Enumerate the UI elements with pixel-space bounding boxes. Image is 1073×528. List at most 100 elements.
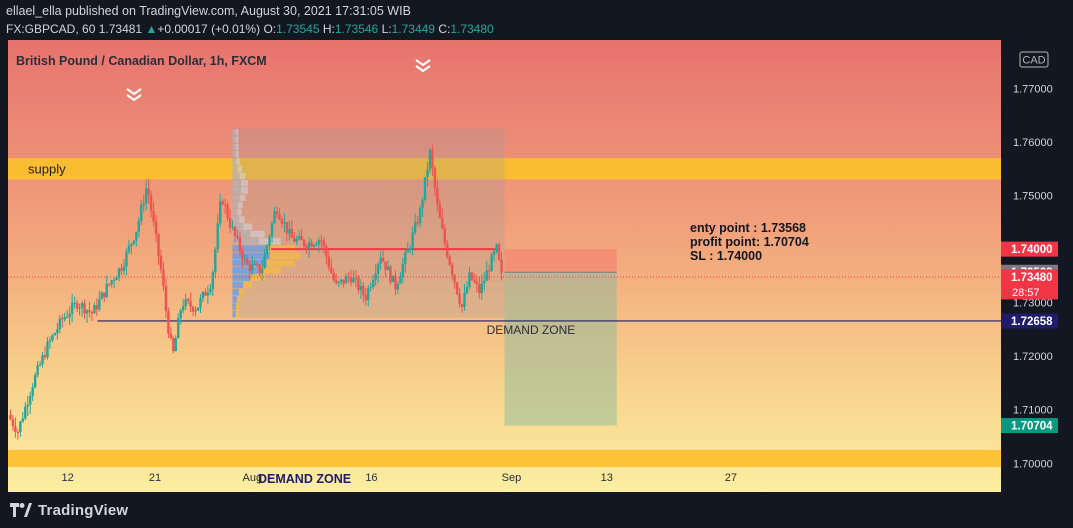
y-tick-label: 1.73000 <box>1013 298 1053 310</box>
candle-body <box>164 286 168 312</box>
up-triangle-icon: ▲ <box>145 22 158 36</box>
volume-profile-bar <box>243 281 253 289</box>
candle-body <box>285 222 289 234</box>
volume-profile-bar <box>232 281 244 289</box>
candle-body <box>251 264 254 271</box>
candle-body <box>307 242 311 249</box>
candle-body <box>344 276 348 284</box>
position-reward-zone <box>504 272 617 426</box>
candle-body <box>475 281 479 284</box>
volume-profile-bar <box>235 136 239 143</box>
candle-body <box>492 251 496 255</box>
volume-profile-bar <box>232 223 244 231</box>
candle-body <box>19 421 22 433</box>
plot-background <box>8 40 1001 492</box>
candle-body <box>379 258 382 264</box>
candle-body <box>339 279 343 282</box>
candle-body <box>174 338 177 352</box>
low-label: L: <box>381 22 392 36</box>
double-chevron-down-icon <box>126 88 142 102</box>
candle-body <box>436 188 439 205</box>
candle-body <box>428 150 432 170</box>
candle-body <box>399 276 402 284</box>
candle-body <box>253 263 256 265</box>
volume-profile-bar <box>232 238 260 245</box>
candle-body <box>194 310 197 312</box>
volume-profile-bar <box>232 136 236 143</box>
candle-body <box>199 298 202 308</box>
candle-body <box>411 232 414 248</box>
candle-body <box>88 310 91 312</box>
candle-body <box>246 258 249 265</box>
volume-profile-bar <box>232 267 260 274</box>
x-tick-label: Sep <box>502 472 522 484</box>
candle-body <box>140 204 143 222</box>
publish-info: ellael_ella published on TradingView.com… <box>6 4 411 18</box>
volume-profile-bar <box>232 179 242 187</box>
candle-body <box>423 177 427 200</box>
volume-profile-bar <box>232 150 236 158</box>
candle-body <box>293 237 296 242</box>
candle-body <box>125 251 128 267</box>
candle-body <box>117 268 121 278</box>
candle-body <box>418 208 422 224</box>
tradingview-brand[interactable]: TradingView <box>10 498 128 522</box>
candle-body <box>100 292 103 300</box>
demand-line-label: DEMAND ZONE <box>487 323 576 337</box>
candle-body <box>394 275 397 290</box>
candle-body <box>90 311 94 314</box>
last-price: 1.73481 <box>98 22 143 36</box>
candle-body <box>364 295 368 301</box>
candle-body <box>201 292 205 299</box>
candle-body <box>446 243 449 257</box>
volume-profile-bar <box>232 216 240 223</box>
candle-body <box>191 306 195 312</box>
demand-line-axis-label <box>1001 313 1058 329</box>
candle-body <box>216 223 219 250</box>
candle-body <box>61 318 64 320</box>
candle-body <box>33 375 37 388</box>
candle-body <box>470 272 474 280</box>
candle-body <box>243 258 247 260</box>
candle-body <box>231 227 234 229</box>
candle-body <box>288 228 291 234</box>
x-tick-label: 27 <box>725 472 737 484</box>
volume-profile-bar <box>235 129 239 136</box>
candle-body <box>275 211 279 215</box>
annotation-text: enty point : 1.73568 <box>690 221 806 235</box>
candle-body <box>43 355 47 358</box>
candle-body <box>416 222 419 224</box>
volume-profile-bar <box>232 288 239 296</box>
volume-profile-bar <box>237 209 242 216</box>
candle-body <box>248 264 252 271</box>
candle-body <box>327 256 330 268</box>
candle-body <box>157 234 160 256</box>
candle-body <box>297 236 301 239</box>
candle-body <box>320 240 323 242</box>
high-label: H: <box>322 22 335 36</box>
candle-body <box>409 247 412 249</box>
candle-body <box>485 270 488 281</box>
demand-zone <box>8 449 1001 468</box>
candle-body <box>273 211 276 224</box>
svg-text:CAD: CAD <box>1022 55 1045 67</box>
candle-body <box>223 204 227 206</box>
volume-profile-bar <box>232 129 236 136</box>
candle-body <box>159 255 163 270</box>
volume-profile-bar <box>232 230 251 238</box>
volume-profile-bar <box>266 259 295 267</box>
candle-body <box>337 281 340 283</box>
candle-body <box>315 244 318 246</box>
candle-body <box>228 218 232 228</box>
candle-body <box>389 266 392 282</box>
candle-body <box>26 404 29 407</box>
candle-body <box>473 279 476 282</box>
volume-profile-bar <box>232 158 237 165</box>
close-value: 1.73480 <box>450 22 494 36</box>
candle-body <box>14 426 17 433</box>
candle-body <box>421 199 424 209</box>
candle-body <box>495 244 498 252</box>
sl-line-axis-label <box>1001 241 1058 257</box>
candle-body <box>189 301 192 307</box>
